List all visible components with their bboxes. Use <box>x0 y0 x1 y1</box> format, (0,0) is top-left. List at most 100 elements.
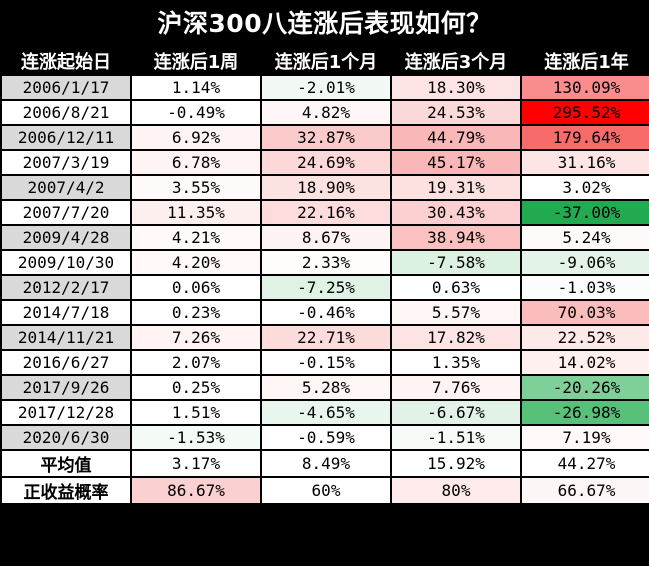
return-cell: 4.82% <box>262 101 390 124</box>
header-after-1-week: 连涨后1周 <box>153 52 239 73</box>
return-cell: 38.94% <box>392 226 520 249</box>
header-after-3-months: 连涨后3个月 <box>404 52 508 73</box>
return-cell: 22.16% <box>262 201 390 224</box>
row-start-date: 2016/6/27 <box>2 351 130 374</box>
return-cell: -26.98% <box>522 401 649 424</box>
table-row: 2014/7/18 0.23% -0.46% 5.57% 70.03% <box>2 301 649 324</box>
row-start-date: 2009/4/28 <box>2 226 130 249</box>
return-cell: -1.53% <box>132 426 260 449</box>
row-start-date: 2007/3/19 <box>2 151 130 174</box>
row-start-date: 2014/7/18 <box>2 301 130 324</box>
average-row-cell: 15.92% <box>392 451 520 476</box>
return-cell: 3.55% <box>132 176 260 199</box>
positive-rate-row-cell: 66.67% <box>522 478 649 503</box>
average-row-cell: 8.49% <box>262 451 390 476</box>
return-cell: 44.79% <box>392 126 520 149</box>
table-row: 2017/12/28 1.51% -4.65% -6.67% -26.98% <box>2 401 649 424</box>
return-cell: 24.53% <box>392 101 520 124</box>
return-cell: 6.92% <box>132 126 260 149</box>
return-cell: 18.30% <box>392 76 520 99</box>
return-cell: 8.67% <box>262 226 390 249</box>
return-cell: 179.64% <box>522 126 649 149</box>
return-cell: 1.35% <box>392 351 520 374</box>
table-row: 2006/8/21 -0.49% 4.82% 24.53% 295.52% <box>2 101 649 124</box>
return-cell: 5.24% <box>522 226 649 249</box>
positive-rate-row-cell: 86.67% <box>132 478 260 503</box>
table-row: 2009/10/30 4.20% 2.33% -7.58% -9.06% <box>2 251 649 274</box>
return-cell: 130.09% <box>522 76 649 99</box>
table-row: 2009/4/28 4.21% 8.67% 38.94% 5.24% <box>2 226 649 249</box>
row-start-date: 2006/8/21 <box>2 101 130 124</box>
return-cell: 17.82% <box>392 326 520 349</box>
return-cell: 45.17% <box>392 151 520 174</box>
return-cell: -0.15% <box>262 351 390 374</box>
return-cell: 2.07% <box>132 351 260 374</box>
header-start-date: 连涨起始日 <box>21 52 111 73</box>
return-cell: 295.52% <box>522 101 649 124</box>
table-row: 2006/12/11 6.92% 32.87% 44.79% 179.64% <box>2 126 649 149</box>
row-start-date: 2007/7/20 <box>2 201 130 224</box>
row-start-date: 2020/6/30 <box>2 426 130 449</box>
return-cell: 11.35% <box>132 201 260 224</box>
positive-rate-row-label: 正收益概率 <box>2 478 130 503</box>
row-start-date: 2014/11/21 <box>2 326 130 349</box>
return-cell: -1.51% <box>392 426 520 449</box>
header-after-1-year: 连涨后1年 <box>544 52 629 73</box>
row-start-date: 2006/1/17 <box>2 76 130 99</box>
table-row: 2007/4/2 3.55% 18.90% 19.31% 3.02% <box>2 176 649 199</box>
return-cell: 4.20% <box>132 251 260 274</box>
average-row: 平均值 3.17% 8.49% 15.92% 44.27% <box>2 451 649 476</box>
return-cell: 22.71% <box>262 326 390 349</box>
return-cell: -4.65% <box>262 401 390 424</box>
row-start-date: 2007/4/2 <box>2 176 130 199</box>
return-cell: 70.03% <box>522 301 649 324</box>
return-cell: 14.02% <box>522 351 649 374</box>
return-cell: 0.06% <box>132 276 260 299</box>
table-header: 连涨起始日 连涨后1周 连涨后1个月 连涨后3个月 连涨后1年 <box>2 48 649 74</box>
return-cell: 32.87% <box>262 126 390 149</box>
return-cell: -0.59% <box>262 426 390 449</box>
return-cell: 22.52% <box>522 326 649 349</box>
return-cell: 1.14% <box>132 76 260 99</box>
return-cell: 30.43% <box>392 201 520 224</box>
table-row: 2020/6/30 -1.53% -0.59% -1.51% 7.19% <box>2 426 649 449</box>
return-cell: 3.02% <box>522 176 649 199</box>
row-start-date: 2009/10/30 <box>2 251 130 274</box>
positive-rate-row-cell: 80% <box>392 478 520 503</box>
return-cell: 0.23% <box>132 301 260 324</box>
return-cell: 6.78% <box>132 151 260 174</box>
return-cell: -6.67% <box>392 401 520 424</box>
table-row: 2007/7/20 11.35% 22.16% 30.43% -37.00% <box>2 201 649 224</box>
table-row: 2012/2/17 0.06% -7.25% 0.63% -1.03% <box>2 276 649 299</box>
table-row: 2006/1/17 1.14% -2.01% 18.30% 130.09% <box>2 76 649 99</box>
return-cell: 2.33% <box>262 251 390 274</box>
table-row: 2014/11/21 7.26% 22.71% 17.82% 22.52% <box>2 326 649 349</box>
return-cell: -20.26% <box>522 376 649 399</box>
return-cell: -7.25% <box>262 276 390 299</box>
returns-table: 连涨起始日 连涨后1周 连涨后1个月 连涨后3个月 连涨后1年 2006/1/1… <box>0 46 649 505</box>
return-cell: 5.28% <box>262 376 390 399</box>
row-start-date: 2006/12/11 <box>2 126 130 149</box>
table-row: 2016/6/27 2.07% -0.15% 1.35% 14.02% <box>2 351 649 374</box>
return-cell: 0.63% <box>392 276 520 299</box>
header-after-1-month: 连涨后1个月 <box>274 52 378 73</box>
average-row-cell: 3.17% <box>132 451 260 476</box>
row-start-date: 2012/2/17 <box>2 276 130 299</box>
return-cell: -7.58% <box>392 251 520 274</box>
return-cell: 1.51% <box>132 401 260 424</box>
average-row-label: 平均值 <box>2 451 130 476</box>
return-cell: -37.00% <box>522 201 649 224</box>
table-body: 2006/1/17 1.14% -2.01% 18.30% 130.09% 2006/8/… <box>2 76 649 503</box>
positive-rate-row-cell: 60% <box>262 478 390 503</box>
average-row-cell: 44.27% <box>522 451 649 476</box>
table-row: 2017/9/26 0.25% 5.28% 7.76% -20.26% <box>2 376 649 399</box>
return-cell: 18.90% <box>262 176 390 199</box>
return-cell: 7.19% <box>522 426 649 449</box>
return-cell: 31.16% <box>522 151 649 174</box>
header-row: 连涨起始日 连涨后1周 连涨后1个月 连涨后3个月 连涨后1年 <box>2 48 649 74</box>
return-cell: 7.76% <box>392 376 520 399</box>
return-cell: 7.26% <box>132 326 260 349</box>
return-cell: -9.06% <box>522 251 649 274</box>
positive-rate-row: 正收益概率 86.67% 60% 80% 66.67% <box>2 478 649 503</box>
return-cell: 19.31% <box>392 176 520 199</box>
